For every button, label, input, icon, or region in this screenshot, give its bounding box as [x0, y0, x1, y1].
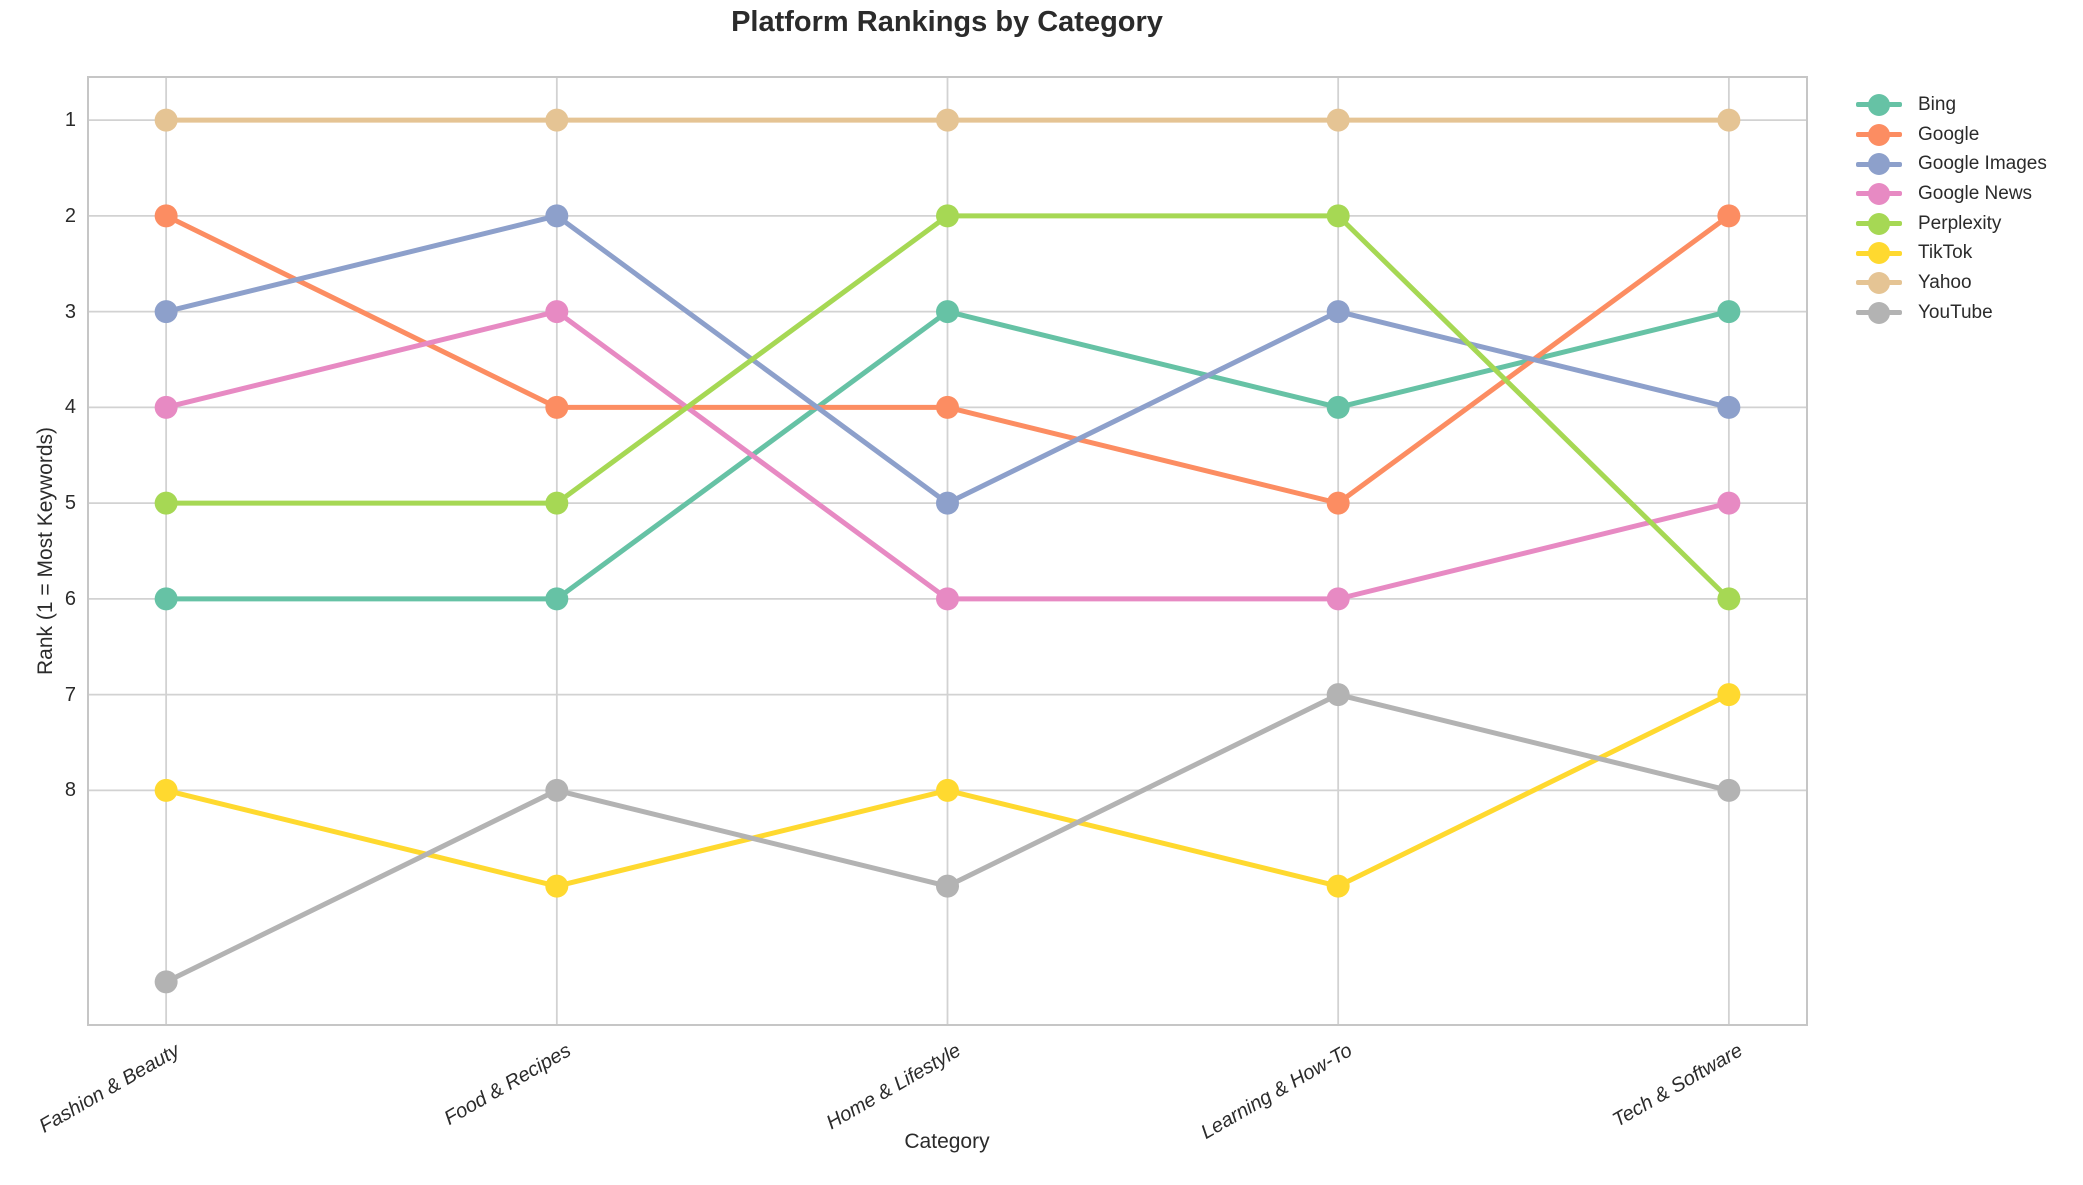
- data-point-google-images: [545, 204, 569, 228]
- data-point-google-news: [1717, 491, 1741, 515]
- legend-dot: [1868, 123, 1890, 146]
- legend-marker-icon: [1856, 301, 1902, 324]
- data-point-bing: [1717, 300, 1741, 324]
- x-axis-label: Category: [904, 1130, 990, 1153]
- legend-label: TikTok: [1918, 242, 1973, 264]
- legend-item-yahoo: Yahoo: [1856, 268, 2047, 298]
- legend-marker-icon: [1856, 182, 1902, 205]
- data-point-youtube: [154, 970, 178, 994]
- legend-dot: [1868, 271, 1890, 294]
- y-tick-label: 8: [64, 779, 76, 802]
- data-point-perplexity: [545, 491, 569, 515]
- chart-title: Platform Rankings by Category: [731, 6, 1163, 38]
- y-tick-label: 6: [64, 587, 76, 610]
- y-tick-label: 2: [64, 204, 76, 227]
- data-point-tiktok: [154, 778, 178, 802]
- data-point-youtube: [1326, 683, 1350, 707]
- legend-marker-icon: [1856, 123, 1902, 146]
- data-point-google: [154, 204, 178, 228]
- data-point-google-news: [154, 395, 178, 419]
- data-point-google-images: [936, 491, 959, 515]
- data-point-google-news: [936, 587, 959, 611]
- legend-dot: [1868, 242, 1890, 265]
- legend-marker-icon: [1856, 153, 1902, 176]
- data-point-bing: [545, 587, 569, 611]
- legend-label: Yahoo: [1918, 271, 1972, 293]
- y-axis-label: Rank (1 = Most Keywords): [34, 426, 57, 676]
- data-point-tiktok: [545, 874, 569, 898]
- data-point-yahoo: [1326, 108, 1350, 132]
- data-point-youtube: [545, 778, 569, 802]
- legend-item-google: Google: [1856, 120, 2047, 150]
- legend-item-google-images: Google Images: [1856, 149, 2047, 179]
- data-point-google-images: [1717, 395, 1741, 419]
- legend-dot: [1868, 182, 1890, 205]
- data-point-yahoo: [936, 108, 959, 132]
- legend-marker-icon: [1856, 212, 1902, 235]
- data-point-tiktok: [1717, 683, 1741, 707]
- legend-dot: [1868, 93, 1890, 116]
- legend-item-youtube: YouTube: [1856, 298, 2047, 328]
- data-point-perplexity: [154, 491, 178, 515]
- data-point-tiktok: [936, 778, 959, 802]
- legend-label: Google Images: [1918, 153, 2047, 175]
- legend-item-perplexity: Perplexity: [1856, 209, 2047, 239]
- y-tick-label: 5: [64, 492, 76, 515]
- legend-label: YouTube: [1918, 301, 1993, 323]
- data-point-bing: [936, 300, 959, 324]
- data-point-google: [545, 395, 569, 419]
- legend-dot: [1868, 153, 1890, 176]
- legend-label: Perplexity: [1918, 212, 2002, 234]
- y-tick-label: 4: [64, 396, 76, 419]
- data-point-youtube: [936, 874, 959, 898]
- legend-dot: [1868, 212, 1890, 235]
- legend: Bing Google Google Images Google News Perple…: [1856, 90, 2047, 328]
- data-point-youtube: [1717, 778, 1741, 802]
- legend-marker-icon: [1856, 242, 1902, 265]
- data-point-yahoo: [1717, 108, 1741, 132]
- legend-item-google-news: Google News: [1856, 179, 2047, 209]
- y-tick-label: 3: [64, 300, 76, 323]
- data-point-bing: [1326, 395, 1350, 419]
- data-point-perplexity: [936, 204, 959, 228]
- legend-marker-icon: [1856, 93, 1902, 116]
- data-point-bing: [154, 587, 178, 611]
- plot-border: [87, 76, 1808, 1026]
- data-point-google-news: [1326, 587, 1350, 611]
- legend-label: Google: [1918, 123, 1980, 145]
- legend-label: Bing: [1918, 93, 1957, 115]
- data-point-perplexity: [1326, 204, 1350, 228]
- data-point-yahoo: [545, 108, 569, 132]
- y-tick-label: 1: [64, 109, 76, 132]
- data-point-google: [1326, 491, 1350, 515]
- data-point-yahoo: [154, 108, 178, 132]
- legend-dot: [1868, 301, 1890, 324]
- data-point-google: [1717, 204, 1741, 228]
- data-point-google-images: [154, 300, 178, 324]
- legend-item-tiktok: TikTok: [1856, 238, 2047, 268]
- legend-item-bing: Bing: [1856, 90, 2047, 120]
- data-point-google: [936, 395, 959, 419]
- data-point-perplexity: [1717, 587, 1741, 611]
- data-point-tiktok: [1326, 874, 1350, 898]
- legend-marker-icon: [1856, 271, 1902, 294]
- y-tick-label: 7: [64, 683, 76, 706]
- legend-label: Google News: [1918, 182, 2033, 204]
- data-point-google-images: [1326, 300, 1350, 324]
- data-point-google-news: [545, 300, 569, 324]
